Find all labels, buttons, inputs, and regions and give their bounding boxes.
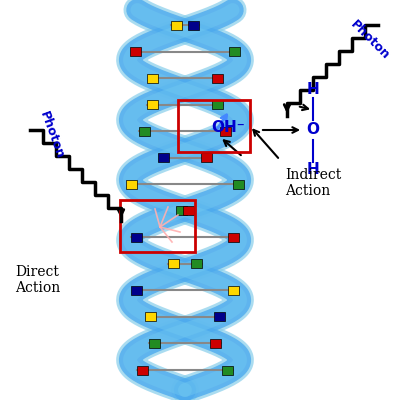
Text: H: H: [307, 82, 319, 98]
FancyBboxPatch shape: [228, 233, 240, 242]
FancyBboxPatch shape: [145, 312, 156, 322]
Text: OH⁻: OH⁻: [211, 120, 245, 136]
FancyBboxPatch shape: [229, 47, 240, 56]
FancyBboxPatch shape: [131, 286, 142, 295]
Bar: [178, 100, 250, 152]
FancyBboxPatch shape: [192, 259, 202, 268]
Text: Photon: Photon: [348, 18, 392, 62]
FancyBboxPatch shape: [183, 206, 194, 215]
FancyBboxPatch shape: [126, 180, 137, 189]
FancyBboxPatch shape: [201, 153, 212, 162]
FancyBboxPatch shape: [228, 286, 239, 295]
FancyBboxPatch shape: [233, 180, 244, 189]
FancyBboxPatch shape: [171, 20, 182, 30]
Text: H: H: [307, 162, 319, 178]
Text: Direct
Action: Direct Action: [15, 265, 60, 295]
FancyBboxPatch shape: [137, 366, 148, 374]
FancyBboxPatch shape: [149, 339, 160, 348]
FancyBboxPatch shape: [222, 366, 233, 374]
Text: Photon: Photon: [37, 110, 67, 160]
FancyBboxPatch shape: [130, 233, 142, 242]
FancyBboxPatch shape: [212, 100, 223, 109]
FancyBboxPatch shape: [212, 74, 223, 82]
Text: Indirect
Action: Indirect Action: [285, 168, 341, 198]
FancyBboxPatch shape: [147, 74, 158, 82]
FancyBboxPatch shape: [168, 259, 178, 268]
FancyBboxPatch shape: [188, 20, 199, 30]
FancyBboxPatch shape: [130, 47, 141, 56]
Bar: [120, 200, 195, 252]
FancyBboxPatch shape: [210, 339, 221, 348]
FancyBboxPatch shape: [214, 312, 225, 322]
FancyBboxPatch shape: [147, 100, 158, 109]
FancyBboxPatch shape: [158, 153, 169, 162]
Text: O: O: [306, 122, 320, 138]
FancyBboxPatch shape: [139, 127, 150, 136]
FancyBboxPatch shape: [176, 206, 187, 215]
FancyBboxPatch shape: [220, 127, 231, 136]
